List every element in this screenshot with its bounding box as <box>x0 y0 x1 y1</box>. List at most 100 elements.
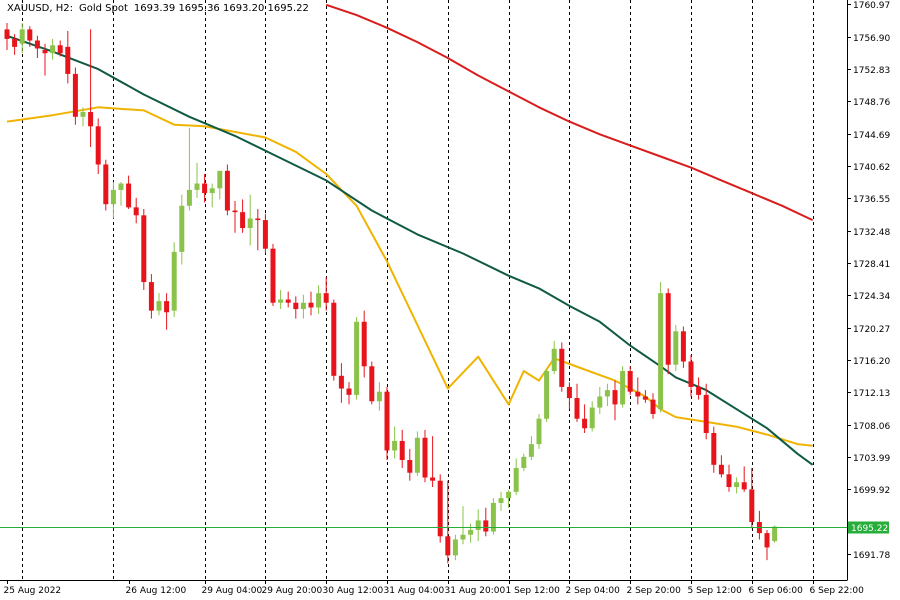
candle-body <box>232 210 238 213</box>
current-price-label: 1695.22 <box>851 524 888 534</box>
x-tick-label: 29 Aug 20:00 <box>262 586 323 596</box>
x-tick-label: 2 Sep 20:00 <box>627 586 682 596</box>
candle-body <box>574 398 580 419</box>
candle-bearish <box>399 429 405 468</box>
candle-bearish <box>255 208 261 251</box>
candle-body <box>711 433 717 465</box>
candle-body <box>156 301 162 311</box>
candle-bearish <box>27 26 33 47</box>
candle-bearish <box>688 355 694 397</box>
candle-bearish <box>202 174 208 203</box>
candle-body <box>285 299 291 303</box>
candle-bearish <box>566 382 572 410</box>
x-tick-label: 31 Aug 20:00 <box>445 586 506 596</box>
y-tick-label: 1720.27 <box>853 325 890 335</box>
candle-body <box>688 361 694 387</box>
candle-body <box>50 45 56 54</box>
x-tick-label: 30 Aug 12:00 <box>323 586 384 596</box>
y-tick-label: 1712.13 <box>853 389 890 399</box>
candle-bullish <box>506 490 512 508</box>
candle-bearish <box>164 293 170 330</box>
candle-bearish <box>559 342 565 392</box>
candle-bullish <box>392 426 398 459</box>
candle-body <box>19 29 25 44</box>
candle-bearish <box>384 386 390 461</box>
candle-bullish <box>194 162 200 198</box>
candle-bullish <box>247 194 253 246</box>
candle-bearish <box>88 29 94 147</box>
candle-bearish <box>72 67 78 125</box>
candle-bearish <box>148 274 154 319</box>
candle-bullish <box>544 369 550 422</box>
candle-body <box>635 391 641 397</box>
candle-bearish <box>331 299 337 381</box>
candles <box>4 23 778 564</box>
candle-body <box>179 205 185 252</box>
candle-bearish <box>369 361 375 405</box>
candle-body <box>194 183 200 190</box>
candle-bearish <box>749 467 755 529</box>
candle-body <box>331 302 337 376</box>
candle-body <box>734 482 740 488</box>
candle-body <box>718 464 724 475</box>
candle-bearish <box>65 30 71 84</box>
candle-bullish <box>604 383 610 406</box>
candle-body <box>772 526 778 542</box>
y-tick-label: 1728.41 <box>853 260 890 270</box>
candle-bearish <box>34 35 40 58</box>
candle-body <box>399 440 405 461</box>
moving-average-line <box>6 34 814 466</box>
candle-body <box>270 248 276 303</box>
candle-bearish <box>4 23 10 51</box>
candle-body <box>513 467 519 492</box>
candle-bearish <box>103 159 109 211</box>
candle-body <box>536 418 542 445</box>
candle-bullish <box>300 294 306 319</box>
candle-bearish <box>293 296 299 319</box>
y-tick-label: 1732.48 <box>853 228 890 238</box>
candle-body <box>308 302 314 308</box>
candle-body <box>95 126 101 165</box>
candle-bullish <box>475 509 481 542</box>
y-tick-label: 1691.78 <box>853 551 890 561</box>
candle-bullish <box>278 290 284 310</box>
candle-bullish <box>658 282 664 413</box>
candle-body <box>293 302 299 310</box>
y-tick-label: 1756.90 <box>853 34 890 44</box>
candle-body <box>376 391 382 402</box>
candle-body <box>57 45 63 54</box>
candle-body <box>430 477 436 481</box>
candle-bearish <box>126 175 132 209</box>
candle-bullish <box>80 107 86 127</box>
candle-body <box>620 371 626 405</box>
candle-bearish <box>232 201 238 233</box>
candle-bearish <box>726 464 732 492</box>
candle-body <box>551 348 557 372</box>
candle-bearish <box>437 474 443 543</box>
candle-body <box>171 251 177 311</box>
candle-body <box>528 444 534 457</box>
candle-body <box>483 520 489 532</box>
candle-bearish <box>361 310 367 378</box>
y-tick-label: 1752.83 <box>853 66 890 76</box>
candle-body <box>498 498 504 503</box>
candle-body <box>414 437 420 473</box>
y-tick-label: 1724.34 <box>853 292 890 302</box>
candle-body <box>141 215 147 283</box>
x-tick-label: 29 Aug 04:00 <box>202 586 263 596</box>
chart-header: XAUUSD, H2: Gold Spot 1693.39 1695.36 1693… <box>7 3 315 14</box>
candle-body <box>696 386 702 395</box>
candle-bullish <box>620 366 626 408</box>
y-tick-label: 1744.69 <box>853 131 890 141</box>
candle-body <box>604 390 610 397</box>
candle-bearish <box>612 380 618 421</box>
candle-body <box>247 218 253 229</box>
candle-bearish <box>285 291 291 308</box>
ohlc-label: 1693.39 1695.36 1693.20 1695.22 <box>133 3 309 14</box>
candle-body <box>323 293 329 303</box>
candle-body <box>209 188 215 194</box>
candle-body <box>741 482 747 490</box>
